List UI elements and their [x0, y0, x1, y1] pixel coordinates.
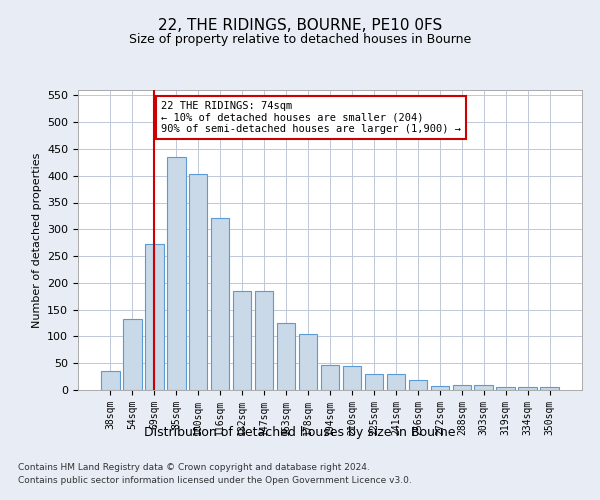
Bar: [145, 244, 164, 390]
Bar: [496, 388, 515, 390]
Text: 22, THE RIDINGS, BOURNE, PE10 0FS: 22, THE RIDINGS, BOURNE, PE10 0FS: [158, 18, 442, 32]
Bar: [277, 323, 295, 390]
Bar: [101, 371, 119, 390]
Bar: [541, 387, 559, 390]
Bar: [299, 334, 317, 390]
Bar: [475, 384, 493, 390]
Bar: [211, 218, 229, 390]
Bar: [343, 366, 361, 390]
Bar: [452, 384, 471, 390]
Bar: [409, 380, 427, 390]
Text: Contains HM Land Registry data © Crown copyright and database right 2024.: Contains HM Land Registry data © Crown c…: [18, 464, 370, 472]
Bar: [431, 386, 449, 390]
Bar: [386, 374, 405, 390]
Bar: [233, 292, 251, 390]
Bar: [189, 174, 208, 390]
Text: Contains public sector information licensed under the Open Government Licence v3: Contains public sector information licen…: [18, 476, 412, 485]
Y-axis label: Number of detached properties: Number of detached properties: [32, 152, 41, 328]
Bar: [123, 320, 142, 390]
Text: Size of property relative to detached houses in Bourne: Size of property relative to detached ho…: [129, 32, 471, 46]
Bar: [320, 366, 340, 390]
Bar: [365, 374, 383, 390]
Text: Distribution of detached houses by size in Bourne: Distribution of detached houses by size …: [144, 426, 456, 439]
Bar: [167, 157, 185, 390]
Bar: [518, 388, 537, 390]
Text: 22 THE RIDINGS: 74sqm
← 10% of detached houses are smaller (204)
90% of semi-det: 22 THE RIDINGS: 74sqm ← 10% of detached …: [161, 100, 461, 134]
Bar: [255, 292, 274, 390]
